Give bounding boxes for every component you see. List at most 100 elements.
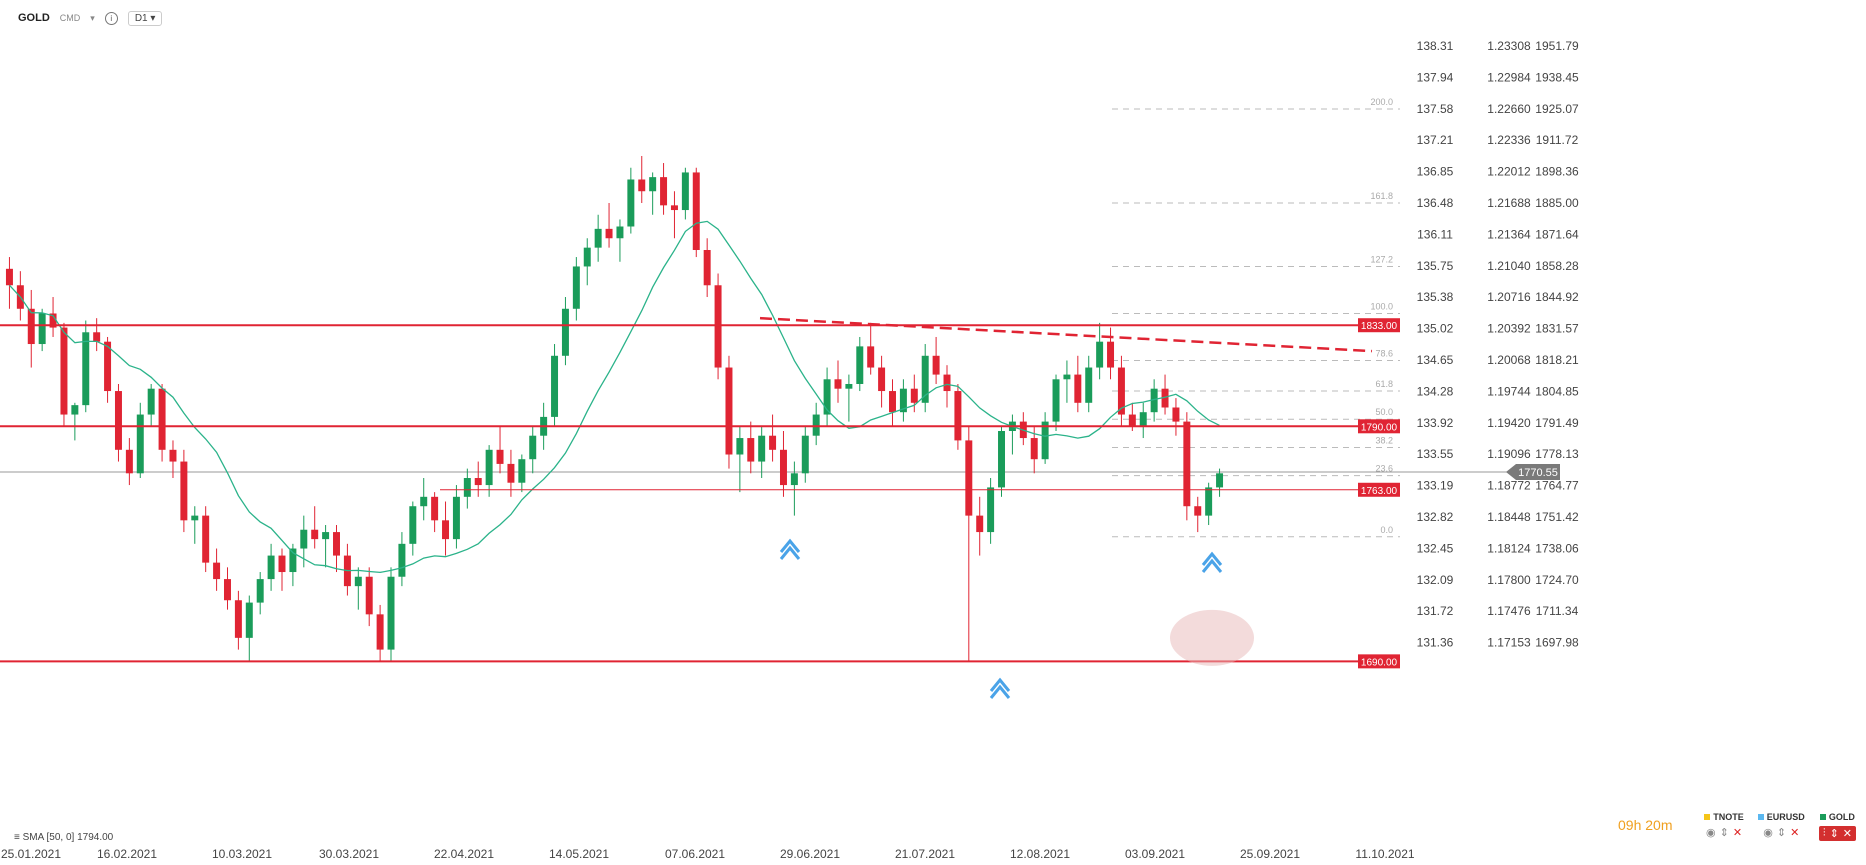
level-price-tag <box>1358 482 1400 497</box>
current-price-tag <box>1506 464 1560 481</box>
candle-body <box>409 506 417 544</box>
sort-icon[interactable]: ⇕ <box>1776 827 1787 839</box>
candle-body <box>1041 421 1049 460</box>
indicator-list-icon[interactable]: ≡ <box>14 832 20 843</box>
candle-body <box>300 529 308 549</box>
candle-body <box>387 576 395 650</box>
candle-body <box>289 548 297 573</box>
candle-body <box>551 355 559 417</box>
sort-icon[interactable]: ⇕ <box>1829 828 1839 840</box>
y-tick-label: 138.31 <box>1417 39 1454 53</box>
info-icon[interactable]: i <box>104 11 118 25</box>
candle-type-icon[interactable]: ⫶ <box>1822 827 1826 839</box>
candle-body <box>507 463 515 483</box>
sma-text: SMA [50, 0] 1794.00 <box>22 832 114 843</box>
candle-body <box>442 520 450 540</box>
timeframe-value: D1 <box>134 12 148 24</box>
x-tick-label: 07.06.2021 <box>665 847 725 861</box>
y-tick-label: 1.19744 <box>1487 384 1531 398</box>
candle-body <box>333 532 340 556</box>
up-arrow-icon <box>1201 551 1223 573</box>
y-tick-label: 135.02 <box>1417 322 1454 336</box>
candle-body <box>245 602 253 638</box>
candle-body <box>638 179 646 192</box>
legend-eurusd[interactable]: EURUSD ◉ ⇕ ✕ <box>1757 812 1805 841</box>
y-tick-label: 1.21364 <box>1487 227 1531 241</box>
x-tick-label: 14.05.2021 <box>549 847 609 861</box>
legend-gold-label: GOLD <box>1828 812 1855 822</box>
tnote-color-swatch <box>1704 814 1711 820</box>
y-tick-label: 1804.85 <box>1535 384 1579 398</box>
sma-indicator-label[interactable]: ≡ SMA [50, 0] 1794.00 <box>14 832 113 843</box>
y-tick-label: 1885.00 <box>1535 196 1579 210</box>
candle-body <box>823 379 831 415</box>
candle-body <box>1205 487 1213 516</box>
candle-body <box>1172 407 1180 422</box>
candle-body <box>1161 388 1169 408</box>
sort-icon[interactable]: ⇕ <box>1719 827 1729 839</box>
candle-body <box>202 515 210 563</box>
y-tick-label: 136.48 <box>1417 196 1454 210</box>
fib-level-label: 23.6 <box>1375 464 1393 474</box>
candle-body <box>932 355 940 375</box>
level-price-tag <box>1358 318 1400 333</box>
y-tick-label: 1925.07 <box>1535 102 1579 116</box>
chevron-down-icon[interactable]: ▾ <box>90 12 95 23</box>
candle-body <box>529 435 537 460</box>
y-tick-label: 134.28 <box>1417 384 1454 398</box>
y-tick-label: 1764.77 <box>1535 479 1579 493</box>
candle-body <box>921 355 929 403</box>
candle-body <box>867 346 875 368</box>
candle-body <box>1052 379 1060 422</box>
candle-body <box>60 327 68 415</box>
symbol-label[interactable]: GOLD <box>18 12 50 24</box>
candle-body <box>496 449 504 464</box>
candle-body <box>616 226 624 239</box>
y-tick-label: 135.75 <box>1417 259 1454 273</box>
candle-body <box>49 313 57 328</box>
legend-eurusd-label: EURUSD <box>1766 812 1805 822</box>
candle-body <box>856 346 864 384</box>
eye-icon[interactable]: ◉ <box>1706 827 1716 839</box>
candle-body <box>125 449 133 474</box>
candle-body <box>223 579 231 601</box>
candle-body <box>485 449 493 486</box>
up-arrow-icon <box>989 677 1011 699</box>
candle-body <box>1096 341 1104 368</box>
candle-body <box>834 379 842 389</box>
candle-body <box>398 543 406 577</box>
candle-body <box>169 449 177 462</box>
y-tick-label: 135.38 <box>1417 290 1454 304</box>
y-tick-label: 132.45 <box>1417 541 1454 555</box>
y-tick-label: 131.36 <box>1417 636 1454 650</box>
legend-tnote-label: TNOTE <box>1713 812 1744 822</box>
legend-tnote[interactable]: TNOTE ◉ ⇕ ✕ <box>1704 812 1744 841</box>
y-tick-label: 1.17476 <box>1487 604 1531 618</box>
y-tick-label: 1.22012 <box>1487 165 1531 179</box>
timeframe-select[interactable]: D1 ▾ <box>127 10 163 26</box>
candle-body <box>703 250 711 286</box>
candle-body <box>779 449 787 486</box>
legend-gold[interactable]: GOLD ⫶ ⇕ ✕ <box>1818 812 1856 841</box>
x-tick-label: 25.01.2021 <box>1 847 61 861</box>
y-tick-label: 1818.21 <box>1535 353 1579 367</box>
eye-icon[interactable]: ◉ <box>1763 827 1773 839</box>
candle-body <box>594 228 602 248</box>
y-tick-label: 1.22336 <box>1487 133 1531 147</box>
candle-body <box>736 438 744 455</box>
fib-level-label: 50.0 <box>1375 407 1393 417</box>
candle-body <box>965 440 973 516</box>
close-icon[interactable]: ✕ <box>1790 827 1800 839</box>
candle-body <box>801 435 809 474</box>
candle-body <box>649 177 657 192</box>
candle-body <box>878 367 886 392</box>
candle-body <box>1139 412 1147 427</box>
candle-body <box>71 405 79 415</box>
y-tick-label: 1.18772 <box>1487 479 1531 493</box>
close-icon[interactable]: ✕ <box>1732 827 1743 839</box>
close-icon[interactable]: ✕ <box>1842 828 1852 840</box>
y-tick-label: 1.21688 <box>1487 196 1531 210</box>
level-price-label: 1790.00 <box>1361 422 1398 433</box>
candle-body <box>561 308 569 356</box>
